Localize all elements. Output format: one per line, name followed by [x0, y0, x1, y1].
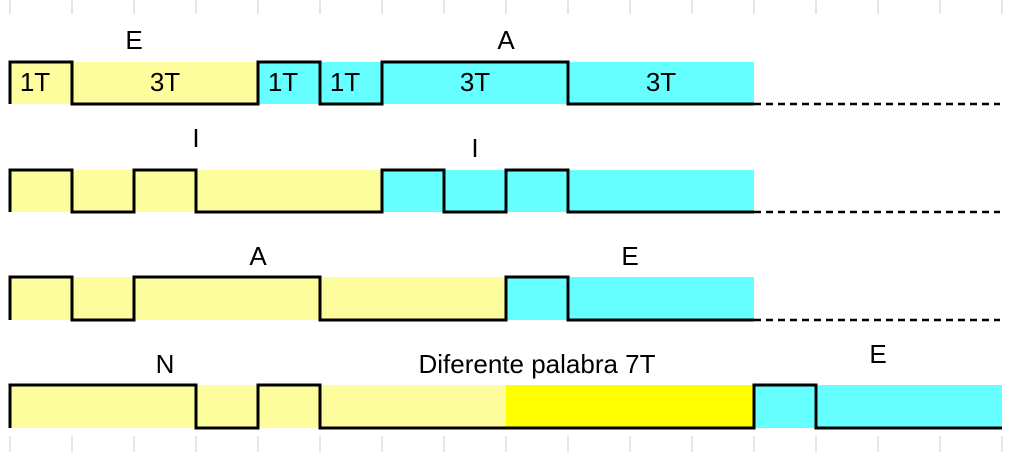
- letter-label: E: [125, 25, 142, 55]
- letter-label: N: [156, 349, 175, 379]
- time-fill: [506, 277, 754, 320]
- letter-label: I: [471, 133, 478, 163]
- signal: [8, 60, 754, 106]
- letter-label: A: [497, 25, 515, 55]
- letter-label: Diferente palabra 7T: [418, 349, 655, 379]
- time-fill: [10, 62, 258, 104]
- time-fill: [506, 385, 754, 428]
- letter-label: A: [249, 241, 267, 271]
- signal: [8, 168, 754, 214]
- time-fill: [10, 277, 506, 320]
- duration-label: 1T: [330, 67, 360, 97]
- time-fill: [258, 62, 754, 104]
- duration-label: 1T: [20, 67, 50, 97]
- letter-label: E: [869, 339, 886, 369]
- duration-label: 3T: [460, 67, 490, 97]
- signal: [8, 275, 754, 322]
- duration-label: 3T: [150, 67, 180, 97]
- signal: [8, 383, 1002, 430]
- letter-label: E: [621, 241, 638, 271]
- duration-label: 3T: [646, 67, 676, 97]
- duration-label: 1T: [268, 67, 298, 97]
- time-fill: [754, 385, 1002, 428]
- letter-label: I: [192, 123, 199, 153]
